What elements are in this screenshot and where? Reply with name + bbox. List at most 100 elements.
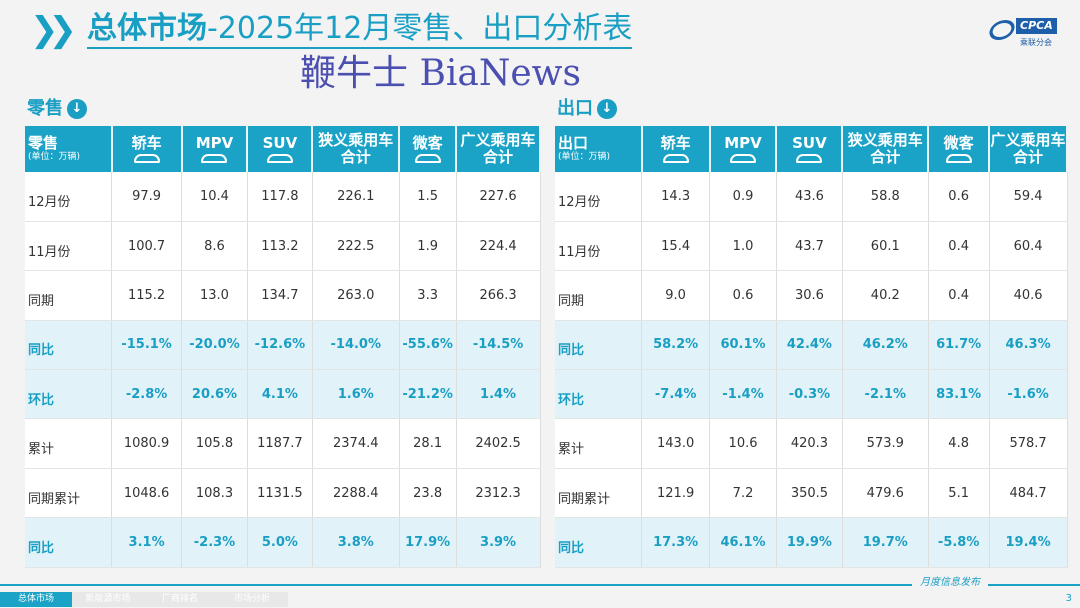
table-cell: 19.4%: [989, 517, 1068, 568]
table-cell: 1.5: [399, 172, 457, 222]
table-cell: -15.1%: [111, 320, 183, 371]
table-cell: -14.5%: [456, 320, 541, 371]
table-cell: 2374.4: [312, 418, 400, 469]
row-label: 环比: [25, 369, 113, 420]
footer-divider: [0, 584, 1080, 586]
column-header: 狭义乘用车合计: [312, 126, 401, 172]
table-row: 同期 9.0 0.6 30.6 40.2 0.4 40.6: [555, 270, 1068, 321]
column-header: MPV: [181, 126, 249, 172]
table-cell: -20.0%: [181, 320, 248, 371]
table-cell: 2288.4: [312, 468, 400, 519]
table-row: 同期累计 121.9 7.2 350.5 479.6 5.1 484.7: [555, 468, 1068, 519]
table-cell: 19.7%: [842, 517, 929, 568]
retail-section-label: 零售: [27, 98, 63, 119]
column-header: 狭义乘用车合计: [842, 126, 930, 172]
table-cell: 0.9: [709, 172, 777, 222]
tab-overall-market[interactable]: 总体市场: [0, 592, 72, 607]
table-cell: 143.0: [641, 418, 711, 469]
table-cell: -1.4%: [709, 369, 777, 420]
car-icon: [662, 154, 689, 163]
row-label: 同期累计: [25, 468, 113, 519]
arrow-down-icon: ↓: [67, 99, 87, 119]
column-header: SUV: [247, 126, 314, 172]
table-cell: 578.7: [989, 418, 1068, 469]
table-cell: 100.7: [111, 221, 183, 272]
table-cell: 17.3%: [641, 517, 711, 568]
table-row: 同比 17.3% 46.1% 19.9% 19.7% -5.8% 19.4%: [555, 517, 1068, 568]
tab-nev-market[interactable]: 新能源市场: [72, 592, 144, 607]
table-cell: -55.6%: [399, 320, 457, 371]
row-label: 11月份: [25, 221, 113, 272]
table-cell: 1.9: [399, 221, 457, 272]
row-label: 同期累计: [555, 468, 643, 519]
publish-label: 月度信息发布: [912, 576, 988, 589]
table-cell: 23.8: [399, 468, 457, 519]
column-header: MPV: [709, 126, 778, 172]
table-cell: 30.6: [776, 270, 843, 321]
table-cell: 484.7: [989, 468, 1068, 519]
table-cell: 0.6: [709, 270, 777, 321]
column-header: 微客: [928, 126, 991, 172]
column-header: SUV: [776, 126, 844, 172]
column-label: 狭义乘用车合计: [318, 131, 394, 166]
table-row: 同期 115.2 13.0 134.7 263.0 3.3 266.3: [25, 270, 541, 321]
table-cell: 115.2: [111, 270, 183, 321]
table-cell: 1187.7: [247, 418, 313, 469]
table-cell: 46.3%: [989, 320, 1068, 371]
row-label: 同比: [25, 320, 113, 371]
car-icon: [796, 154, 823, 163]
table-cell: 134.7: [247, 270, 313, 321]
table-cell: -2.8%: [111, 369, 183, 420]
tab-market-analysis[interactable]: 市场分析: [216, 592, 288, 607]
table-cell: -2.3%: [181, 517, 248, 568]
column-header: 广义乘用车合计: [456, 126, 541, 172]
table-cell: 8.6: [181, 221, 248, 272]
table-cell: 10.4: [181, 172, 248, 222]
row-label: 环比: [555, 369, 643, 420]
table-cell: 4.8: [928, 418, 990, 469]
column-label: 轿车: [131, 134, 162, 152]
logo-name: CPCA: [1016, 18, 1057, 34]
tab-maker-ranking[interactable]: 厂商排名: [144, 592, 216, 607]
table-cell: 5.0%: [247, 517, 313, 568]
column-label: 微客: [412, 134, 443, 152]
table-row: 同比 58.2% 60.1% 42.4% 46.2% 61.7% 46.3%: [555, 320, 1068, 371]
car-icon: [730, 154, 757, 163]
watermark: 鞭牛士 BiaNews: [300, 53, 581, 94]
table-cell: 60.1: [842, 221, 929, 272]
table-cell: -12.6%: [247, 320, 313, 371]
table-row: 12月份 97.9 10.4 117.8 226.1 1.5 227.6: [25, 172, 541, 222]
column-label: MPV: [195, 134, 234, 152]
table-cell: 20.6%: [181, 369, 248, 420]
table-row: 环比 -7.4% -1.4% -0.3% -2.1% 83.1% -1.6%: [555, 369, 1068, 420]
header-label: 出口 (单位：万辆): [555, 126, 643, 172]
title-rest: -2025年12月零售、出口分析表: [206, 11, 633, 46]
table-row: 同比 3.1% -2.3% 5.0% 3.8% 17.9% 3.9%: [25, 517, 541, 568]
row-label: 同比: [25, 517, 113, 568]
table-row: 11月份 100.7 8.6 113.2 222.5 1.9 224.4: [25, 221, 541, 272]
table-cell: 1.0: [709, 221, 777, 272]
footer-tabs: 总体市场 新能源市场 厂商排名 市场分析: [0, 592, 288, 607]
table-cell: 46.2%: [842, 320, 929, 371]
table-cell: 40.2: [842, 270, 929, 321]
table-cell: 121.9: [641, 468, 711, 519]
header-title: 出口: [558, 134, 589, 152]
row-label: 同期: [555, 270, 643, 321]
page-title: ❯❯ 总体市场-2025年12月零售、出口分析表: [30, 10, 633, 50]
table-cell: -7.4%: [641, 369, 711, 420]
table-cell: 5.1: [928, 468, 990, 519]
table-cell: 58.2%: [641, 320, 711, 371]
row-label: 累计: [555, 418, 643, 469]
table-cell: 0.6: [928, 172, 990, 222]
column-label: MPV: [724, 134, 762, 152]
table-cell: 105.8: [181, 418, 248, 469]
header-row: 零售 (单位：万辆) 轿车 MPV SUV 狭义乘用车合计 微客 广义乘用车合计: [25, 126, 541, 172]
table-cell: -1.6%: [989, 369, 1068, 420]
car-icon: [945, 154, 972, 163]
table-cell: 40.6: [989, 270, 1068, 321]
table-cell: 43.6: [776, 172, 843, 222]
export-section-title: 出口 ↓: [557, 98, 617, 120]
table-cell: 60.4: [989, 221, 1068, 272]
table-cell: 46.1%: [709, 517, 777, 568]
row-label: 11月份: [555, 221, 643, 272]
